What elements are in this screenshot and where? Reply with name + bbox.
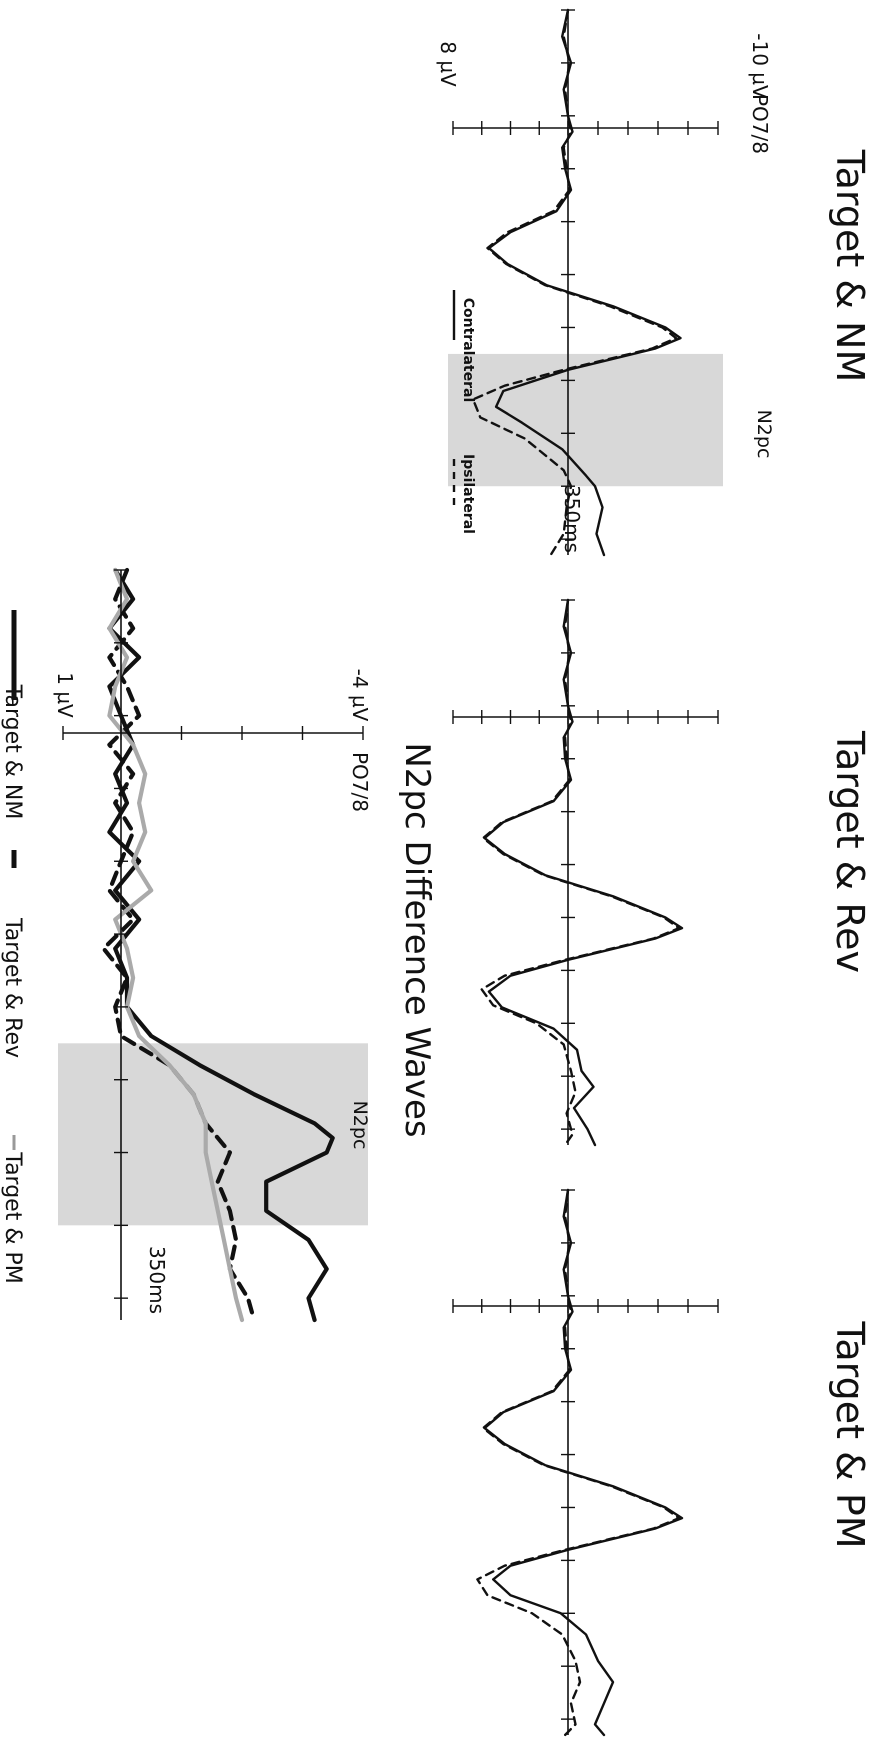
panel-title-pm: Target & PM [828, 1320, 872, 1548]
panel-target-nm: Target & NM PO7/8 -10 µV 8 µV 350ms N2pc… [436, 8, 872, 557]
legend-label-contralateral: Contralateral [460, 298, 476, 403]
time-marker-label-diff: 350ms [145, 1246, 169, 1314]
n2pc-window-nm [448, 353, 723, 487]
n2pc-label-nm: N2pc [753, 410, 775, 459]
legend-label-target-pm: Target & PM [0, 1151, 25, 1283]
series-target-pm [107, 567, 245, 1323]
series-ipsilateral [476, 1188, 681, 1737]
legend-label-target-rev: Target & Rev [0, 917, 25, 1058]
y-bottom-label-diff: 1 µV [53, 672, 77, 718]
rev-ticks [452, 599, 719, 1130]
panel-target-pm: Target & PM [452, 1188, 872, 1737]
y-bottom-label-nm: 8 µV [436, 41, 460, 87]
panel-difference-waves: N2pc Difference Waves PO7/8 -4 µV 1 µV 3… [0, 567, 437, 1323]
n2pc-window-diff [58, 1043, 368, 1226]
n2pc-label-diff: N2pc [349, 1101, 371, 1150]
rev-waveforms [480, 598, 684, 1147]
time-marker-label-nm: 350ms [560, 485, 584, 553]
panel-target-rev: Target & Rev [452, 598, 872, 1147]
panel-title-diff: N2pc Difference Waves [397, 742, 437, 1137]
nm-ticks [452, 9, 719, 540]
nm-waveforms [471, 8, 682, 557]
pm-waveforms [476, 1188, 684, 1737]
panel-title-nm: Target & NM [828, 149, 872, 383]
channel-label-nm: PO7/8 [748, 94, 772, 154]
y-top-label-nm: -10 µV [748, 33, 772, 99]
y-top-label-diff: -4 µV [348, 669, 372, 722]
legend-label-ipsilateral: Ipsilateral [460, 454, 476, 534]
channel-label-diff: PO7/8 [348, 752, 372, 812]
series-ipsilateral [471, 8, 678, 557]
series-contralateral [483, 598, 684, 1147]
diff-ticks [62, 569, 364, 1299]
panel-title-rev: Target & Rev [828, 730, 872, 973]
legend-label-target-nm: Target & NM [0, 684, 25, 820]
series-contralateral [483, 1188, 684, 1737]
series-target-rev [101, 567, 257, 1323]
pm-ticks [452, 1189, 719, 1720]
